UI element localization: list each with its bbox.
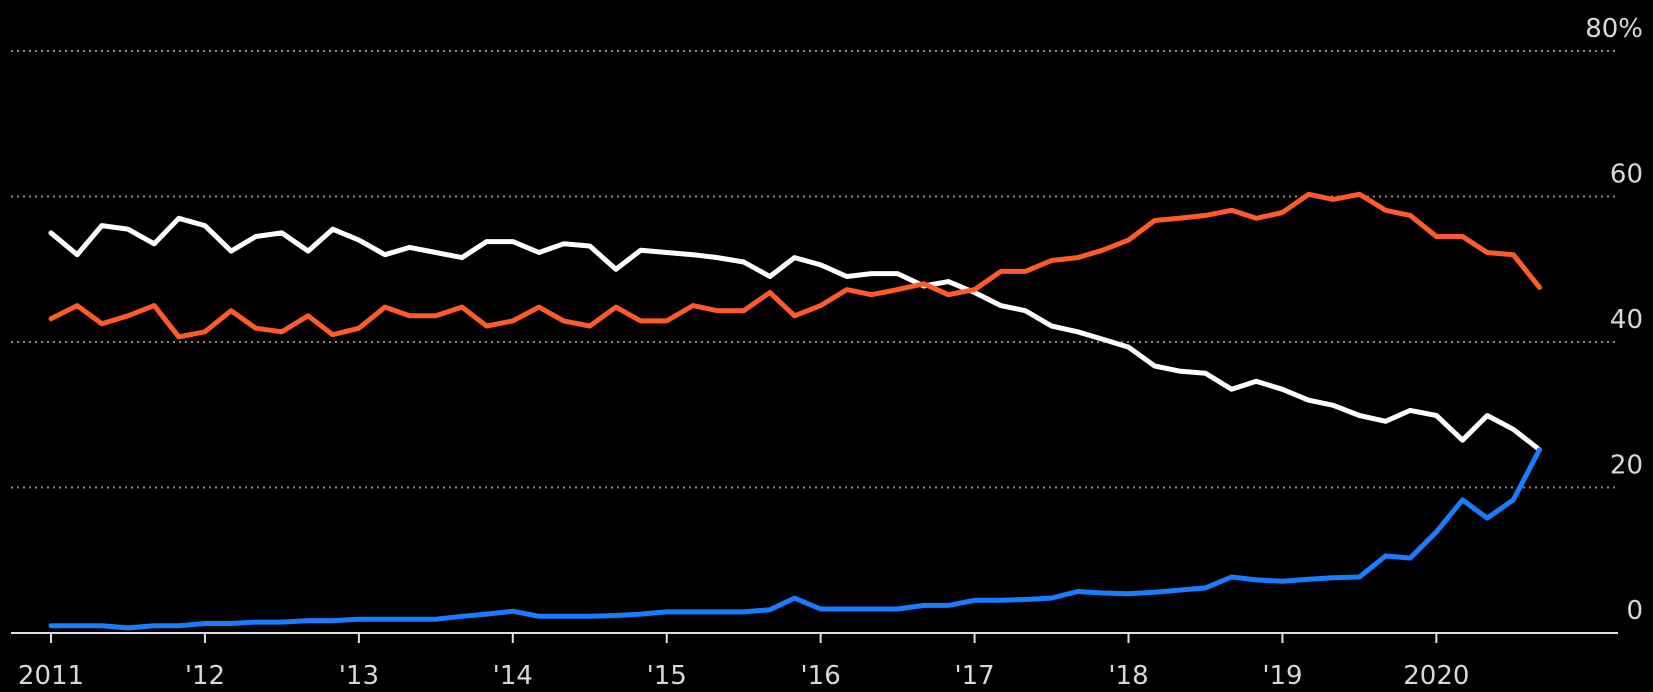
line-series xyxy=(48,447,1542,631)
x-tick-label: '19 xyxy=(1262,661,1302,691)
x-tick-label: '16 xyxy=(801,661,841,691)
y-tick-label: 80% xyxy=(1585,14,1643,44)
x-tick-label: '12 xyxy=(185,661,225,691)
x-tick-label: 2011 xyxy=(18,661,84,691)
y-tick-label: 40 xyxy=(1610,305,1643,335)
x-tick-label: 2020 xyxy=(1403,661,1469,691)
y-tick-label: 60 xyxy=(1610,160,1643,190)
y-tick-label: 20 xyxy=(1610,451,1643,481)
x-tick-label: '14 xyxy=(493,661,533,691)
x-tick-label: '15 xyxy=(647,661,687,691)
line-series xyxy=(48,191,1542,340)
x-tick-label: '13 xyxy=(339,661,379,691)
x-tick-label: '18 xyxy=(1108,661,1148,691)
x-tick-label: '17 xyxy=(954,661,994,691)
y-tick-label: 0 xyxy=(1626,596,1643,626)
line-series xyxy=(48,215,1542,453)
